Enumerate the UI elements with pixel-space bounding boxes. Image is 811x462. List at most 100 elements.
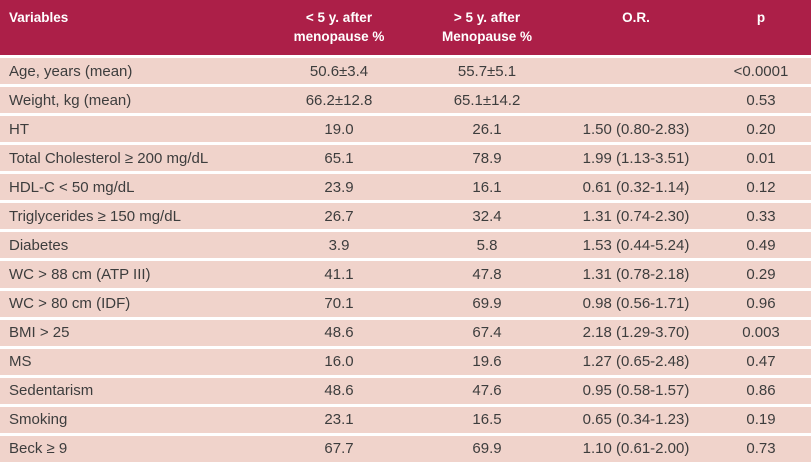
cell-p: 0.01: [711, 142, 811, 172]
cell-variable: HDL-C < 50 mg/dL: [0, 171, 265, 201]
cell-variable: BMI > 25: [0, 316, 265, 346]
table-row: Beck ≥ 9 67.7 69.9 1.10 (0.61-2.00) 0.73: [0, 432, 811, 462]
cell-p: 0.29: [711, 258, 811, 288]
cell-variable: WC > 80 cm (IDF): [0, 287, 265, 317]
cell-or: 1.27 (0.65-2.48): [561, 345, 711, 375]
table-row: BMI > 25 48.6 67.4 2.18 (1.29-3.70) 0.00…: [0, 316, 811, 346]
column-header-lt5y: < 5 y. after menopause %: [265, 0, 413, 55]
cell-or: 0.98 (0.56-1.71): [561, 287, 711, 317]
header-label-line2: menopause %: [293, 29, 385, 44]
header-label: Variables: [9, 10, 69, 25]
cell-p: 0.19: [711, 403, 811, 433]
table-row: Diabetes 3.9 5.8 1.53 (0.44-5.24) 0.49: [0, 229, 811, 259]
cell-gt5: 5.8: [413, 229, 561, 259]
column-header-p: p: [711, 0, 811, 55]
table-row: HDL-C < 50 mg/dL 23.9 16.1 0.61 (0.32-1.…: [0, 171, 811, 201]
table-row: Smoking 23.1 16.5 0.65 (0.34-1.23) 0.19: [0, 403, 811, 433]
cell-variable: Beck ≥ 9: [0, 432, 265, 462]
cell-p: 0.20: [711, 113, 811, 143]
cell-gt5: 65.1±14.2: [413, 84, 561, 114]
cell-p: 0.47: [711, 345, 811, 375]
table-header: Variables < 5 y. after menopause % > 5 y.…: [0, 0, 811, 55]
column-header-variables: Variables: [0, 0, 265, 55]
cell-lt5: 41.1: [265, 258, 413, 288]
cell-variable: Diabetes: [0, 229, 265, 259]
table-row: HT 19.0 26.1 1.50 (0.80-2.83) 0.20: [0, 113, 811, 143]
cell-gt5: 78.9: [413, 142, 561, 172]
table-row: MS 16.0 19.6 1.27 (0.65-2.48) 0.47: [0, 345, 811, 375]
cell-p: 0.96: [711, 287, 811, 317]
cell-p: 0.49: [711, 229, 811, 259]
cell-lt5: 70.1: [265, 287, 413, 317]
cell-lt5: 65.1: [265, 142, 413, 172]
cell-gt5: 69.9: [413, 287, 561, 317]
table-row: Triglycerides ≥ 150 mg/dL 26.7 32.4 1.31…: [0, 200, 811, 230]
cell-or: 2.18 (1.29-3.70): [561, 316, 711, 346]
cell-p: 0.53: [711, 84, 811, 114]
cell-or: 1.10 (0.61-2.00): [561, 432, 711, 462]
cell-gt5: 19.6: [413, 345, 561, 375]
cell-or: 1.53 (0.44-5.24): [561, 229, 711, 259]
cell-variable: WC > 88 cm (ATP III): [0, 258, 265, 288]
cell-gt5: 69.9: [413, 432, 561, 462]
cell-gt5: 26.1: [413, 113, 561, 143]
cell-variable: HT: [0, 113, 265, 143]
cell-or: 1.50 (0.80-2.83): [561, 113, 711, 143]
cell-variable: Age, years (mean): [0, 55, 265, 85]
cell-lt5: 50.6±3.4: [265, 55, 413, 85]
cell-lt5: 23.9: [265, 171, 413, 201]
table-row: WC > 80 cm (IDF) 70.1 69.9 0.98 (0.56-1.…: [0, 287, 811, 317]
header-label-line2: Menopause %: [441, 29, 533, 44]
table-row: WC > 88 cm (ATP III) 41.1 47.8 1.31 (0.7…: [0, 258, 811, 288]
cell-p: <0.0001: [711, 55, 811, 85]
cell-gt5: 47.6: [413, 374, 561, 404]
cell-p: 0.003: [711, 316, 811, 346]
table-row: Sedentarism 48.6 47.6 0.95 (0.58-1.57) 0…: [0, 374, 811, 404]
column-header-gt5y: > 5 y. after Menopause %: [413, 0, 561, 55]
cell-p: 0.33: [711, 200, 811, 230]
cell-variable: MS: [0, 345, 265, 375]
cell-or: [561, 55, 711, 85]
cell-lt5: 48.6: [265, 374, 413, 404]
cell-or: 0.61 (0.32-1.14): [561, 171, 711, 201]
cell-gt5: 16.5: [413, 403, 561, 433]
table-row: Weight, kg (mean) 66.2±12.8 65.1±14.2 0.…: [0, 84, 811, 114]
table-row: Age, years (mean) 50.6±3.4 55.7±5.1 <0.0…: [0, 55, 811, 85]
cell-lt5: 3.9: [265, 229, 413, 259]
cell-lt5: 48.6: [265, 316, 413, 346]
header-row: Variables < 5 y. after menopause % > 5 y.…: [0, 0, 811, 55]
cell-gt5: 47.8: [413, 258, 561, 288]
cell-lt5: 16.0: [265, 345, 413, 375]
cell-lt5: 66.2±12.8: [265, 84, 413, 114]
cell-gt5: 67.4: [413, 316, 561, 346]
header-label-line1: < 5 y. after: [305, 10, 373, 25]
cell-or: 1.31 (0.78-2.18): [561, 258, 711, 288]
cell-variable: Total Cholesterol ≥ 200 mg/dL: [0, 142, 265, 172]
header-label: p: [756, 10, 766, 25]
header-label-line1: > 5 y. after: [453, 10, 521, 25]
cell-or: [561, 84, 711, 114]
column-header-or: O.R.: [561, 0, 711, 55]
cell-or: 1.31 (0.74-2.30): [561, 200, 711, 230]
cell-gt5: 55.7±5.1: [413, 55, 561, 85]
cell-variable: Weight, kg (mean): [0, 84, 265, 114]
cell-gt5: 32.4: [413, 200, 561, 230]
cell-gt5: 16.1: [413, 171, 561, 201]
header-label: O.R.: [622, 10, 650, 25]
cell-lt5: 67.7: [265, 432, 413, 462]
cell-variable: Smoking: [0, 403, 265, 433]
cell-p: 0.73: [711, 432, 811, 462]
table-body: Age, years (mean) 50.6±3.4 55.7±5.1 <0.0…: [0, 55, 811, 462]
cell-or: 1.99 (1.13-3.51): [561, 142, 711, 172]
cell-p: 0.86: [711, 374, 811, 404]
cell-variable: Triglycerides ≥ 150 mg/dL: [0, 200, 265, 230]
cell-lt5: 26.7: [265, 200, 413, 230]
cell-or: 0.65 (0.34-1.23): [561, 403, 711, 433]
cell-p: 0.12: [711, 171, 811, 201]
cell-or: 0.95 (0.58-1.57): [561, 374, 711, 404]
cell-lt5: 19.0: [265, 113, 413, 143]
table-row: Total Cholesterol ≥ 200 mg/dL 65.1 78.9 …: [0, 142, 811, 172]
cell-variable: Sedentarism: [0, 374, 265, 404]
